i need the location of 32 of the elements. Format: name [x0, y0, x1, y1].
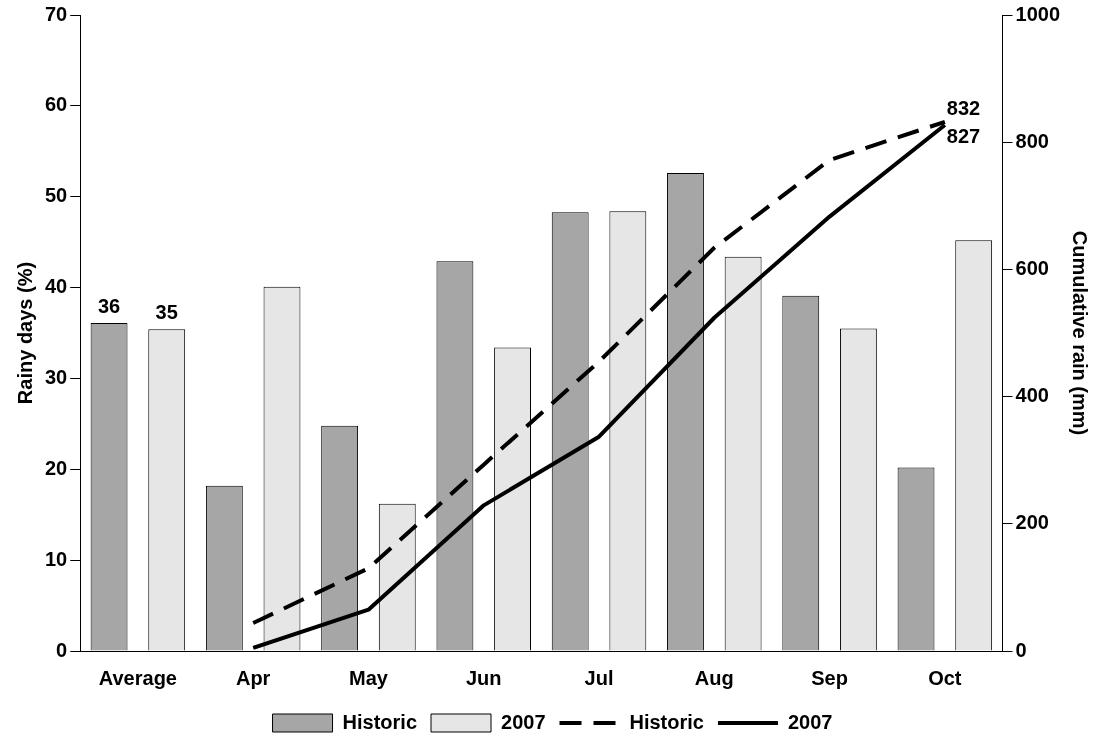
y-tick-label: 20: [45, 456, 68, 479]
data-label: 35: [155, 300, 178, 323]
legend-label: 2007: [501, 710, 546, 733]
y2-tick-label: 600: [1015, 256, 1049, 279]
y2-tick-label: 400: [1015, 384, 1049, 407]
y-tick-label: 30: [45, 365, 68, 388]
data-label: 827: [946, 124, 981, 147]
y-tick-label: 0: [56, 638, 68, 661]
y2-tick-label: 0: [1015, 638, 1027, 661]
x-tick-label: Oct: [928, 666, 962, 689]
y-tick-label: 60: [45, 93, 68, 116]
legend-label: Historic: [629, 710, 704, 733]
y2-tick-label: 200: [1015, 511, 1049, 534]
x-tick-label: Sep: [811, 666, 848, 689]
y-tick-label: 40: [45, 275, 68, 298]
legend-label: 2007: [787, 710, 833, 733]
x-tick-label: Jun: [465, 666, 502, 689]
x-tick-label: Jul: [584, 666, 614, 689]
y-tick-label: 10: [45, 547, 68, 570]
y-tick-label: 70: [45, 2, 68, 25]
y-axis-title: Rainy days (%): [13, 261, 36, 405]
x-tick-label: Aug: [694, 666, 734, 689]
x-tick-label: May: [349, 666, 389, 689]
x-tick-label: Average: [98, 666, 177, 689]
y-tick-label: 50: [45, 184, 68, 207]
y2-axis-title: Cumulative rain (mm): [1069, 230, 1092, 436]
data-label: 36: [97, 294, 121, 317]
y2-tick-label: 800: [1015, 129, 1049, 152]
legend-label: Historic: [342, 710, 418, 733]
x-tick-label: Apr: [235, 666, 271, 689]
data-label: 832: [946, 97, 981, 120]
y2-tick-label: 1000: [1015, 2, 1061, 25]
